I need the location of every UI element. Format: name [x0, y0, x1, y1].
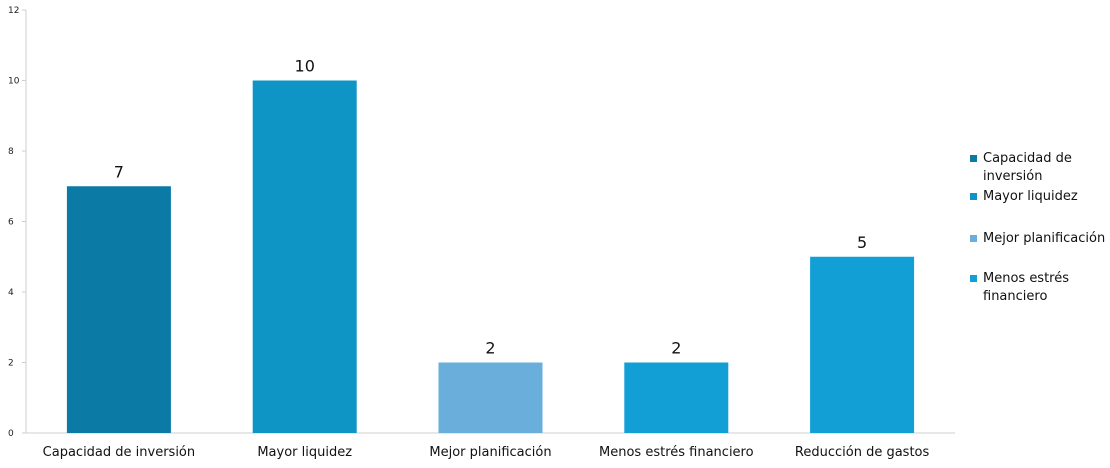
- data-label: 5: [857, 233, 867, 252]
- y-tick-label: 8: [8, 147, 14, 157]
- x-tick-label: Reducción de gastos: [795, 445, 930, 460]
- x-tick-label: Mayor liquidez: [257, 445, 352, 460]
- bars-group: [66, 80, 915, 433]
- legend-label: Capacidad de inversión: [983, 151, 1072, 184]
- legend-swatch: [970, 155, 977, 162]
- bar: [624, 362, 729, 433]
- y-tick-label: 0: [8, 429, 14, 439]
- legend-item: Capacidad de inversión: [970, 150, 1110, 186]
- y-tick-label: 12: [8, 6, 19, 16]
- bar: [252, 80, 357, 433]
- x-tick-label: Mejor planificación: [429, 445, 551, 460]
- bar: [438, 362, 543, 433]
- legend-label: Mejor planificación: [983, 231, 1106, 246]
- legend-swatch: [970, 193, 977, 200]
- legend-item: Menos estrés financiero: [970, 270, 1110, 306]
- legend-item: Mayor liquidez: [970, 188, 1110, 206]
- data-label: 2: [671, 339, 681, 358]
- bar: [66, 186, 171, 433]
- legend-label: Menos estrés financiero: [983, 271, 1070, 304]
- x-axis: Capacidad de inversión Mayor liquidez Mejo…: [26, 432, 955, 460]
- data-label: 7: [114, 162, 124, 181]
- y-tick-label: 4: [8, 288, 14, 298]
- y-axis: 0 2 4 6 8 10 12: [8, 6, 27, 439]
- legend-item: Mejor planificación: [970, 230, 1110, 248]
- data-labels-group: 7 10 2 2 5: [114, 57, 867, 358]
- data-label: 2: [485, 339, 495, 358]
- legend-swatch: [970, 235, 977, 242]
- bar: [810, 256, 915, 433]
- legend-swatch: [970, 275, 977, 282]
- y-tick-label: 2: [8, 359, 14, 369]
- x-tick-label: Capacidad de inversión: [43, 445, 195, 460]
- data-label: 10: [295, 57, 315, 76]
- legend-label: Mayor liquidez: [983, 189, 1078, 204]
- y-tick-label: 10: [8, 77, 20, 87]
- x-tick-label: Menos estrés financiero: [599, 445, 754, 460]
- y-tick-label: 6: [8, 218, 14, 228]
